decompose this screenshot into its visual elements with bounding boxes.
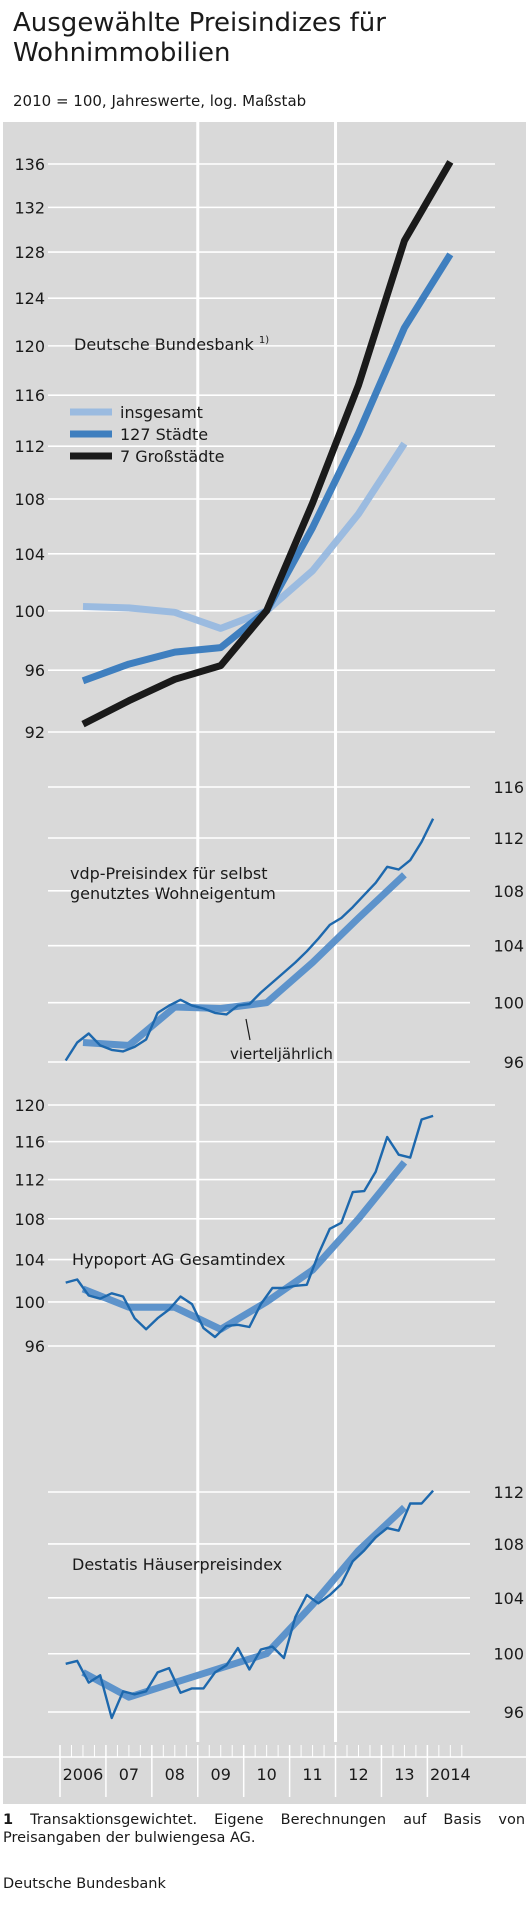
panel3-tick-label: 116 xyxy=(14,1133,45,1152)
chart-subtitle: 2010 = 100, Jahreswerte, log. Maßstab xyxy=(13,92,307,110)
footnote-text: Transaktionsgewichtet. Eigene Berechnung… xyxy=(3,1812,526,1846)
panel3-title: Hypoport AG Gesamtindex xyxy=(72,1250,286,1269)
chart-title-line2: Wohnimmobilien xyxy=(13,38,231,68)
footnote-number: 1 xyxy=(3,1812,14,1828)
x-tick-label: 08 xyxy=(165,1765,185,1784)
panel3-tick-label: 112 xyxy=(14,1171,45,1190)
panel1-tick-label: 116 xyxy=(14,386,45,405)
panel2-tick-label: 116 xyxy=(493,778,524,797)
panel2-tick-label: 96 xyxy=(504,1053,524,1072)
source-note: Deutsche Bundesbank xyxy=(3,1876,166,1892)
panel1-tick-label: 128 xyxy=(14,243,45,262)
panel1-tick-label: 132 xyxy=(14,198,45,217)
panel1-tick-label: 104 xyxy=(14,545,45,564)
x-tick-label: 07 xyxy=(119,1765,139,1784)
panel1-tick-label: 108 xyxy=(14,490,45,509)
x-tick-label: 2014 xyxy=(430,1765,471,1784)
x-tick-label: 09 xyxy=(211,1765,231,1784)
panel2-annotation: vierteljährlich xyxy=(230,1045,333,1063)
x-tick-label: 12 xyxy=(348,1765,368,1784)
panel1-series-line-0 xyxy=(82,441,408,632)
chart-title-line1: Ausgewählte Preisindizes für xyxy=(13,8,386,38)
x-tick-label: 11 xyxy=(302,1765,322,1784)
panel1-footnote-ref: 1) xyxy=(259,335,269,346)
panel1-tick-label: 136 xyxy=(14,155,45,174)
panel1-tick-label: 124 xyxy=(14,289,45,308)
chart-title: Ausgewählte Preisindizes für Wohnimmobil… xyxy=(13,8,513,68)
panel3-tick-label: 96 xyxy=(25,1337,45,1356)
panel1-tick-label: 120 xyxy=(14,337,45,356)
panel2-tick-label: 108 xyxy=(493,882,524,901)
chart-panel-background xyxy=(3,122,526,1804)
panel1-series-line-2 xyxy=(81,160,454,728)
x-tick-label: 10 xyxy=(256,1765,276,1784)
panel4-title: Destatis Häuserpreisindex xyxy=(72,1555,282,1574)
panel2-title-line1: vdp-Preisindex für selbst xyxy=(70,864,267,883)
panel1-tick-label: 100 xyxy=(14,602,45,621)
panel4-tick-label: 96 xyxy=(504,1703,524,1722)
panel2-tick-label: 104 xyxy=(493,937,524,956)
legend-label-1: 127 Städte xyxy=(120,425,208,444)
panel1-tick-label: 96 xyxy=(25,661,45,680)
panel4-tick-label: 100 xyxy=(493,1645,524,1664)
x-tick-label: 2006 xyxy=(63,1765,104,1784)
panel3-quarterly-line xyxy=(65,1114,434,1339)
panel2-annotation-pointer xyxy=(245,1018,251,1041)
panel2-tick-label: 100 xyxy=(493,994,524,1013)
legend-label-0: insgesamt xyxy=(120,403,203,422)
panel4-tick-label: 112 xyxy=(493,1483,524,1502)
panel3-tick-label: 104 xyxy=(14,1251,45,1270)
panel2-quarterly-line xyxy=(64,818,435,1062)
panel3-tick-label: 120 xyxy=(14,1096,45,1115)
panel3-tick-label: 108 xyxy=(14,1210,45,1229)
panel3-annual-line xyxy=(81,1160,408,1333)
panel2-tick-label: 112 xyxy=(493,829,524,848)
footnote: 1 Transaktionsgewichtet. Eigene Berechnu… xyxy=(3,1811,525,1847)
panel1-tick-label: 112 xyxy=(14,437,45,456)
panel4-quarterly-line xyxy=(65,1489,434,1720)
panel2-title-line2: genutztes Wohneigentum xyxy=(70,884,276,903)
panel1-title: Deutsche Bundesbank 1) xyxy=(74,335,269,354)
x-tick-label: 13 xyxy=(394,1765,414,1784)
legend-label-2: 7 Großstädte xyxy=(120,447,224,466)
panel1-tick-label: 92 xyxy=(25,723,45,742)
panel4-tick-label: 108 xyxy=(493,1535,524,1554)
chart-figure: 92 96 100 104 108 112 116 120 124 128 132 136 Deutsc… xyxy=(3,122,526,1804)
panel3-tick-label: 100 xyxy=(14,1293,45,1312)
panel4-tick-label: 104 xyxy=(493,1589,524,1608)
